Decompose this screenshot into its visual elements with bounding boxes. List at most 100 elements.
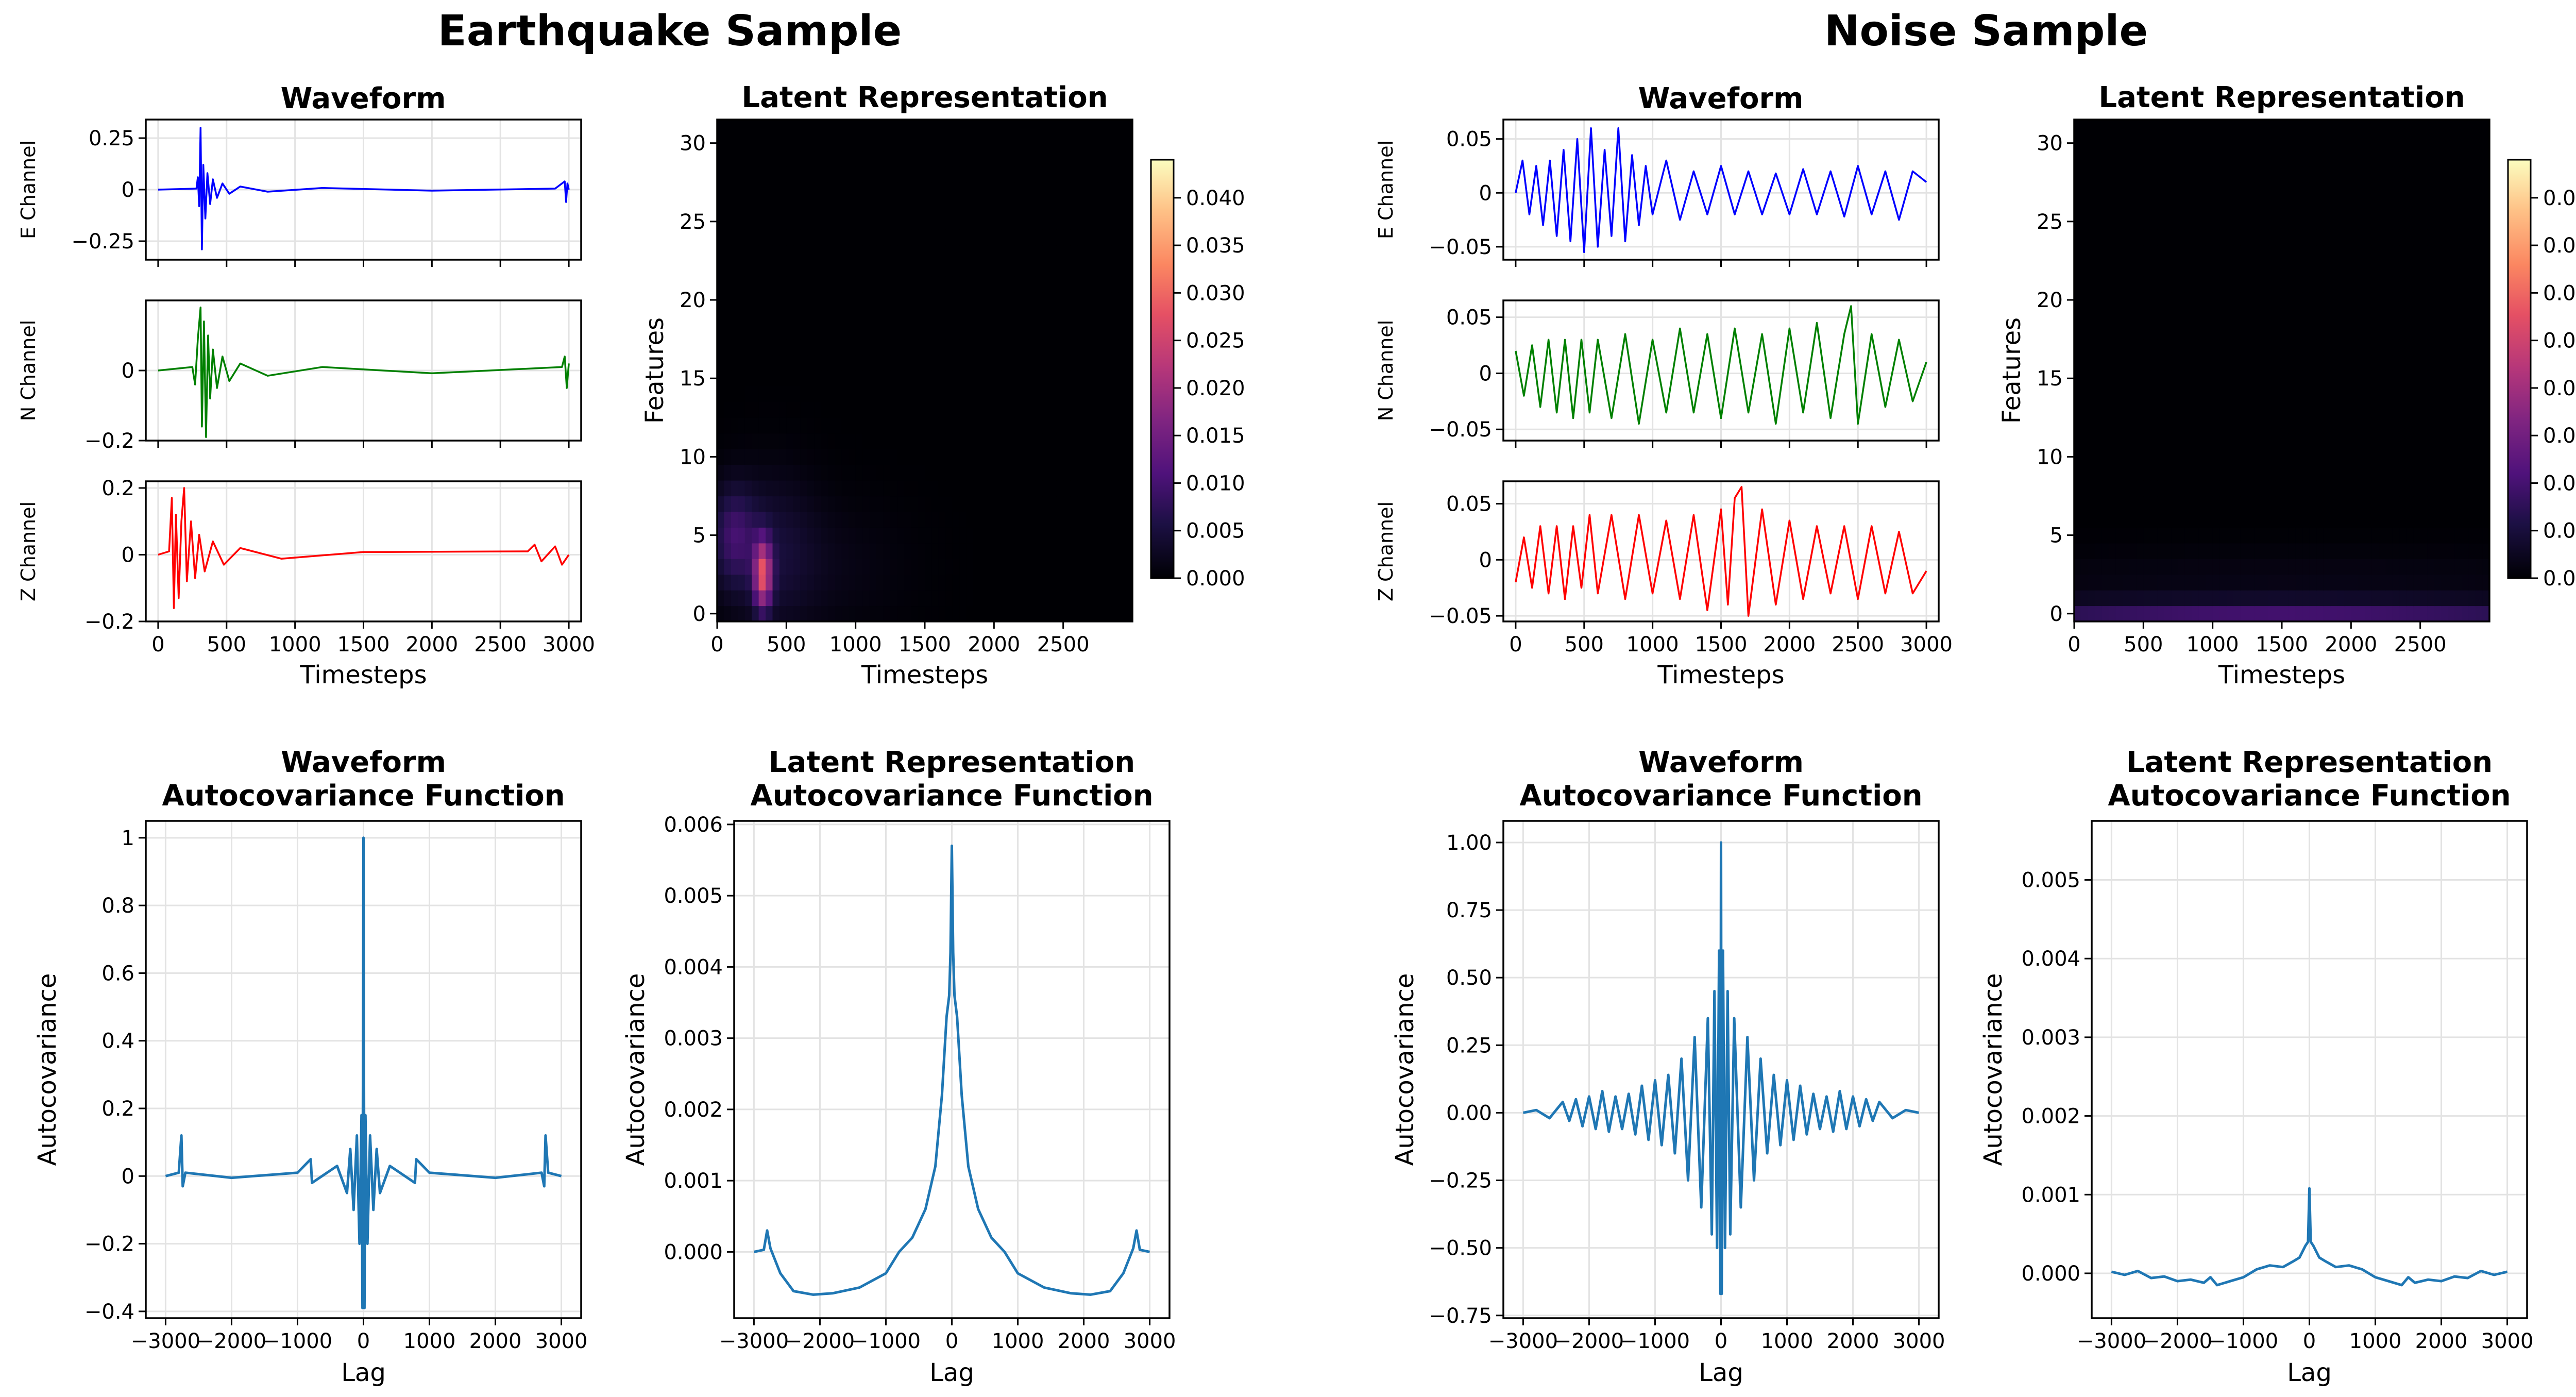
heatmap-cell bbox=[744, 543, 752, 559]
heatmap-cell bbox=[2164, 229, 2172, 246]
heatmap-cell bbox=[2476, 150, 2483, 167]
heatmap-cell bbox=[2136, 433, 2144, 449]
heatmap-cell bbox=[2102, 198, 2109, 214]
heatmap-cell bbox=[2109, 198, 2116, 214]
heatmap-cell bbox=[2302, 386, 2310, 402]
heatmap-cell bbox=[752, 386, 759, 402]
heatmap-cell bbox=[2406, 308, 2414, 324]
heatmap-cell bbox=[2392, 401, 2400, 418]
heatmap-cell bbox=[2095, 260, 2103, 277]
heatmap-cell bbox=[814, 135, 822, 152]
heatmap-cell bbox=[2254, 449, 2262, 465]
heatmap-cell bbox=[2088, 574, 2095, 591]
x-tick-label: 500 bbox=[207, 633, 246, 657]
heatmap-cell bbox=[1084, 135, 1091, 152]
heatmap-cell bbox=[758, 308, 766, 324]
heatmap-cell bbox=[786, 213, 794, 230]
heatmap-cell bbox=[793, 323, 801, 340]
heatmap-cell bbox=[827, 401, 835, 418]
heatmap-cell bbox=[779, 371, 787, 386]
heatmap-cell bbox=[966, 323, 974, 340]
heatmap-cell bbox=[1001, 166, 1008, 183]
heatmap-cell bbox=[2392, 182, 2400, 198]
heatmap-cell bbox=[869, 386, 877, 402]
heatmap-cell bbox=[2392, 433, 2400, 449]
heatmap-cell bbox=[738, 574, 745, 591]
heatmap-cell bbox=[2434, 386, 2442, 402]
heatmap-cell bbox=[2462, 292, 2469, 308]
heatmap-cell bbox=[717, 386, 724, 402]
heatmap-cell bbox=[1022, 464, 1029, 481]
heatmap-cell bbox=[1091, 213, 1098, 230]
heatmap-cell bbox=[2379, 464, 2386, 481]
heatmap-cell bbox=[938, 245, 946, 261]
heatmap-cell bbox=[945, 292, 953, 308]
heatmap-cell bbox=[2240, 339, 2248, 356]
heatmap-cell bbox=[2309, 527, 2317, 544]
heatmap-cell bbox=[2476, 339, 2483, 356]
y-tick-label: −0.4 bbox=[84, 1300, 134, 1324]
heatmap-cell bbox=[994, 355, 1002, 371]
heatmap-cell bbox=[2157, 371, 2165, 386]
heatmap-cell bbox=[855, 574, 863, 591]
axes-frame bbox=[2073, 119, 2490, 622]
heatmap-cell bbox=[2434, 464, 2442, 481]
heatmap-cell bbox=[752, 449, 759, 465]
heatmap-cell bbox=[738, 182, 745, 198]
heatmap-cell bbox=[938, 417, 946, 434]
heatmap-cell bbox=[2351, 480, 2359, 497]
heatmap-cell bbox=[2302, 150, 2310, 167]
heatmap-cell bbox=[2462, 135, 2469, 152]
heatmap-cell bbox=[800, 386, 808, 402]
heatmap-cell bbox=[2233, 527, 2241, 544]
heatmap-cell bbox=[1028, 150, 1036, 167]
heatmap-cell bbox=[904, 339, 911, 356]
heatmap-cell bbox=[2178, 559, 2185, 575]
heatmap-cell bbox=[2074, 308, 2081, 324]
heatmap-cell bbox=[2178, 386, 2185, 402]
heatmap-cell bbox=[1097, 511, 1105, 528]
heatmap-cell bbox=[1084, 229, 1091, 246]
heatmap-cell bbox=[814, 323, 822, 340]
heatmap-cell bbox=[2247, 401, 2255, 418]
heatmap-cell bbox=[2074, 166, 2081, 183]
x-tick-label: 1000 bbox=[2187, 633, 2239, 657]
heatmap-cell bbox=[2102, 308, 2109, 324]
heatmap-cell bbox=[2385, 386, 2393, 402]
heatmap-cell bbox=[2365, 371, 2372, 386]
heatmap-cell bbox=[938, 213, 946, 230]
y-tick-label: 0.50 bbox=[1446, 966, 1492, 990]
channel-ylabel: Z Channel bbox=[1375, 501, 1397, 601]
heatmap-cell bbox=[966, 355, 974, 371]
heatmap-cell bbox=[1097, 245, 1105, 261]
heatmap-cell bbox=[1035, 276, 1043, 293]
heatmap-cell bbox=[987, 417, 994, 434]
heatmap-cell bbox=[2212, 260, 2220, 277]
heatmap-cell bbox=[1063, 527, 1071, 544]
heatmap-cell bbox=[1118, 480, 1126, 497]
heatmap-cell bbox=[2468, 213, 2476, 230]
heatmap-cell bbox=[827, 559, 835, 575]
heatmap-cell bbox=[2171, 135, 2179, 152]
heatmap-cell bbox=[1014, 198, 1022, 214]
heatmap-cell bbox=[744, 245, 752, 261]
heatmap-cell bbox=[904, 355, 911, 371]
heatmap-cell bbox=[2295, 245, 2303, 261]
heatmap-cell bbox=[1028, 543, 1036, 559]
heatmap-cell bbox=[841, 511, 849, 528]
heatmap-cell bbox=[980, 339, 988, 356]
heatmap-cell bbox=[2261, 276, 2268, 293]
heatmap-cell bbox=[827, 260, 835, 277]
heatmap-cell bbox=[835, 339, 842, 356]
y-tick-label: 0.005 bbox=[2021, 869, 2080, 893]
heatmap-cell bbox=[2476, 245, 2483, 261]
heatmap-cell bbox=[849, 559, 856, 575]
heatmap-cell bbox=[2198, 182, 2206, 198]
heatmap-cell bbox=[2184, 323, 2192, 340]
heatmap-cell bbox=[2233, 276, 2241, 293]
heatmap-cell bbox=[758, 292, 766, 308]
heatmap-cell bbox=[2171, 339, 2179, 356]
heatmap-cell bbox=[2482, 574, 2490, 591]
heatmap-cell bbox=[2275, 605, 2282, 622]
